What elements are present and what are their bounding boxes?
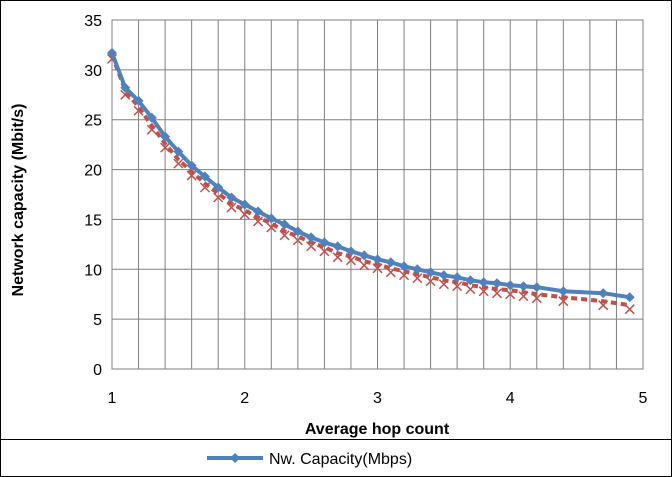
y-tick-label: 5 [93, 312, 102, 329]
data-point-x [345, 255, 356, 266]
x-tick-label: 2 [240, 390, 249, 407]
series-line-red [110, 54, 630, 308]
data-point-diamond [213, 182, 224, 193]
data-point-diamond [531, 282, 542, 293]
data-point-diamond [120, 82, 131, 93]
series-layer [106, 47, 635, 315]
data-point-diamond [239, 199, 250, 210]
x-tick-label: 4 [506, 390, 515, 407]
data-point-x [425, 276, 436, 287]
data-point-diamond [505, 280, 516, 291]
data-point-x [266, 222, 277, 233]
data-point-diamond [452, 272, 463, 283]
data-point-diamond [226, 192, 237, 203]
data-point-x [359, 260, 370, 271]
data-point-x [292, 235, 303, 246]
data-point-diamond [253, 206, 264, 217]
data-point-diamond [199, 171, 210, 182]
data-point-diamond [279, 219, 290, 230]
data-point-diamond [478, 277, 489, 288]
data-point-x [558, 296, 569, 307]
y-tick-label: 30 [84, 63, 102, 80]
y-tick-labels: 0 5 10 15 20 25 30 35 [84, 13, 102, 379]
data-point-diamond [107, 47, 117, 58]
data-point-diamond [332, 241, 343, 252]
legend: Nw. Capacity(Mbps) [207, 451, 412, 468]
data-point-diamond [412, 264, 423, 275]
data-point-x [213, 192, 224, 203]
y-tick-label: 20 [84, 163, 102, 180]
data-point-x [173, 158, 184, 169]
data-point-diamond [319, 237, 330, 248]
data-point-x [399, 270, 410, 281]
data-point-x [199, 182, 210, 193]
data-point-diamond [133, 95, 144, 106]
data-point-diamond [146, 112, 157, 123]
x-axis-title: Average hop count [305, 421, 450, 438]
x-tick-label: 1 [108, 390, 117, 407]
data-point-diamond [624, 292, 635, 303]
data-point-diamond [425, 267, 436, 278]
data-point-diamond [438, 270, 449, 281]
data-point-diamond [292, 226, 303, 237]
data-point-diamond [359, 250, 370, 261]
data-point-diamond [173, 146, 184, 157]
data-point-x [478, 286, 489, 297]
data-point-x [531, 293, 542, 304]
data-point-x [332, 252, 343, 263]
data-point-diamond [306, 232, 317, 243]
data-point-x [491, 288, 503, 299]
legend-label: Nw. Capacity(Mbps) [269, 451, 412, 468]
data-point-x [372, 263, 383, 274]
data-point-diamond [160, 131, 171, 142]
data-point-diamond [465, 275, 476, 286]
data-point-x [598, 300, 609, 311]
data-point-diamond [518, 281, 529, 292]
data-point-x [252, 216, 264, 227]
grid [111, 19, 644, 370]
data-point-x [465, 284, 476, 295]
data-point-diamond [266, 213, 277, 224]
data-point-x [518, 291, 529, 302]
x-tick-label: 5 [639, 390, 648, 407]
y-tick-label: 10 [84, 262, 102, 279]
data-point-x [239, 209, 250, 220]
data-point-diamond [372, 254, 383, 265]
data-point-x [319, 246, 330, 257]
y-tick-label: 35 [84, 13, 102, 30]
x-tick-labels: 1 2 3 4 5 [108, 390, 648, 407]
data-point-x [306, 241, 317, 252]
data-point-x [160, 142, 171, 153]
data-point-x [186, 170, 197, 181]
data-point-diamond [491, 278, 502, 289]
data-point-diamond [598, 288, 609, 299]
data-point-x [624, 304, 635, 315]
data-point-x [412, 273, 423, 284]
y-tick-label: 25 [84, 113, 102, 130]
data-point-diamond [186, 160, 197, 171]
data-point-x [452, 281, 463, 292]
data-point-diamond [385, 257, 396, 268]
data-point-x [385, 267, 396, 278]
data-point-x [279, 230, 290, 241]
legend-marker [230, 453, 240, 463]
y-axis-title: Network capacity (Mbit/s) [10, 104, 27, 297]
x-tick-label: 3 [373, 390, 382, 407]
y-tick-label: 15 [84, 212, 102, 229]
data-point-x [505, 289, 516, 300]
data-point-diamond [399, 261, 410, 272]
data-point-x [146, 124, 157, 135]
y-tick-label: 0 [93, 362, 102, 379]
data-point-x [438, 279, 449, 290]
data-point-x [226, 202, 237, 213]
data-point-diamond [558, 286, 569, 297]
data-point-diamond [345, 246, 356, 257]
